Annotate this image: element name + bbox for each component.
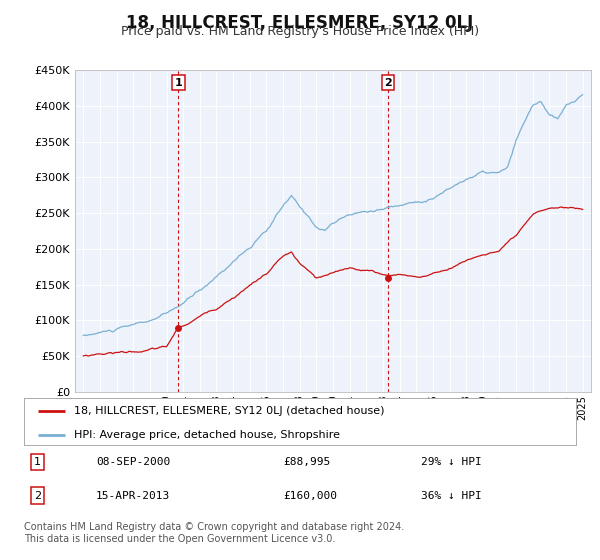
- Text: 15-APR-2013: 15-APR-2013: [96, 491, 170, 501]
- Text: 2: 2: [384, 78, 392, 88]
- Text: 1: 1: [175, 78, 182, 88]
- Text: 18, HILLCREST, ELLESMERE, SY12 0LJ: 18, HILLCREST, ELLESMERE, SY12 0LJ: [127, 14, 473, 32]
- Text: 2: 2: [34, 491, 41, 501]
- Text: 29% ↓ HPI: 29% ↓ HPI: [421, 457, 482, 467]
- Text: HPI: Average price, detached house, Shropshire: HPI: Average price, detached house, Shro…: [74, 430, 340, 440]
- Text: 36% ↓ HPI: 36% ↓ HPI: [421, 491, 482, 501]
- Text: £160,000: £160,000: [283, 491, 337, 501]
- Text: 1: 1: [34, 457, 41, 467]
- Text: Contains HM Land Registry data © Crown copyright and database right 2024.
This d: Contains HM Land Registry data © Crown c…: [24, 522, 404, 544]
- Text: Price paid vs. HM Land Registry's House Price Index (HPI): Price paid vs. HM Land Registry's House …: [121, 25, 479, 38]
- Text: 18, HILLCREST, ELLESMERE, SY12 0LJ (detached house): 18, HILLCREST, ELLESMERE, SY12 0LJ (deta…: [74, 406, 384, 416]
- Text: 08-SEP-2000: 08-SEP-2000: [96, 457, 170, 467]
- Text: £88,995: £88,995: [283, 457, 331, 467]
